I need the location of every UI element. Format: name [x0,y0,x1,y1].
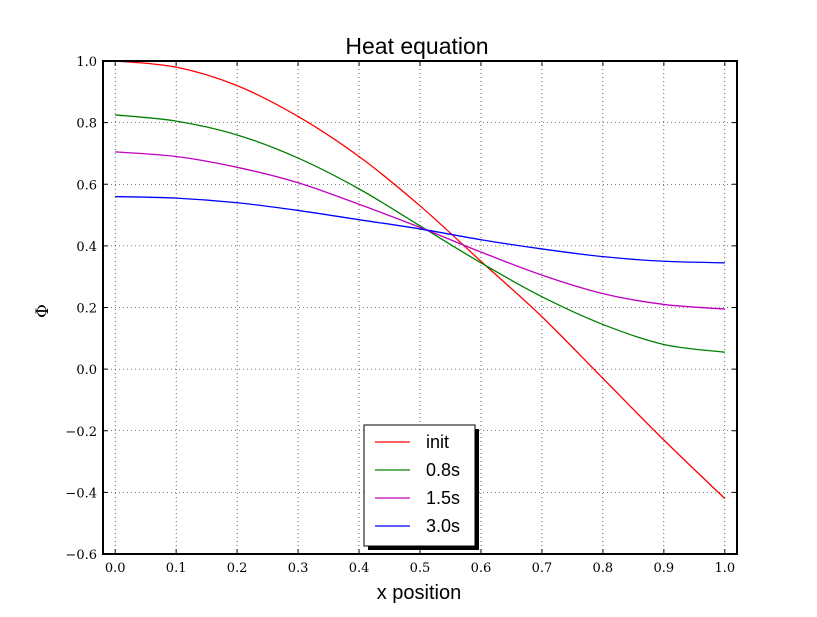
series-line-3-0s [115,195,725,264]
x-axis-label: x position [377,582,462,604]
x-tick-label: 1.0 [714,561,735,576]
chart-title: Heat equation [345,33,488,59]
x-tick-label: 0.1 [166,561,187,576]
y-tick-label: 1.0 [76,55,97,70]
series-line-1-5s [115,151,725,310]
legend-label: init [426,432,449,452]
x-tick-label: 0.8 [593,561,614,576]
x-tick-label: 0.5 [410,561,431,576]
y-tick-label: −0.2 [65,425,97,440]
axis-ticks: 0.0 0.1 0.2 0.3 0.4 0.5 0.6 0.7 0.8 0.9 1.0 −0.6 −0.… [65,55,737,576]
legend-label: 3.0s [426,516,460,536]
y-tick-label: 0.8 [76,117,97,132]
series-line-0-8s [115,114,725,353]
y-tick-label: 0.6 [76,178,97,193]
x-tick-label: 0.4 [349,561,370,576]
y-tick-label: −0.6 [65,548,97,563]
x-tick-label: 0.3 [288,561,309,576]
series-lines [115,60,726,500]
legend-label: 0.8s [426,460,460,480]
y-axis-label: Φ [33,304,53,318]
y-tick-label: −0.4 [65,486,97,501]
legend: init 0.8s 1.5s 3.0s [363,424,479,550]
x-tick-label: 0.6 [471,561,492,576]
y-tick-label: 0.4 [76,240,97,255]
y-tick-label: 0.2 [76,302,97,317]
x-tick-label: 0.2 [227,561,248,576]
legend-label: 1.5s [426,488,460,508]
y-tick-label: 0.0 [76,363,97,378]
x-tick-label: 0.9 [654,561,675,576]
series-line-init [115,60,726,500]
x-tick-label: 0.0 [105,561,126,576]
x-tick-label: 0.7 [532,561,553,576]
